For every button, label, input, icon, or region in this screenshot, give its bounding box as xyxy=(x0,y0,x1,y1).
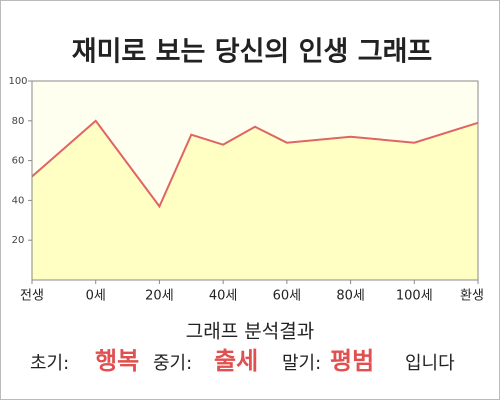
x-tick-label: 전생 xyxy=(20,289,44,304)
x-tick-label: 100세 xyxy=(396,289,433,304)
area xyxy=(32,120,478,280)
y-tick-label: 60 xyxy=(12,156,25,167)
result-value: 출세 xyxy=(214,347,258,375)
x-tick-label: 환생 xyxy=(460,289,484,304)
x-tick-label: 20세 xyxy=(145,289,174,304)
result-suffix: 입니다 xyxy=(405,353,455,374)
y-tick-label: 80 xyxy=(12,116,25,127)
result-label: 초기: xyxy=(30,353,69,374)
y-tick-label: 20 xyxy=(12,235,25,246)
plot-frame xyxy=(31,80,479,281)
x-tick-label: 60세 xyxy=(273,289,302,304)
result-label: 중기: xyxy=(153,353,192,374)
x-tick-label: 40세 xyxy=(209,289,238,304)
x-tick-label: 80세 xyxy=(336,289,365,304)
result-value: 평범 xyxy=(330,347,374,375)
chart-title: 재미로 보는 당신의 인생 그래프 xyxy=(72,37,433,68)
line xyxy=(31,119,479,209)
x-tick-label: 0세 xyxy=(86,289,106,304)
y-tick-label: 40 xyxy=(12,195,25,206)
result-label: 말기: xyxy=(282,353,321,374)
result-value: 행복 xyxy=(95,347,139,375)
result-heading: 그래프 분석결과 xyxy=(186,321,314,343)
y-tick-label: 100 xyxy=(8,76,27,87)
